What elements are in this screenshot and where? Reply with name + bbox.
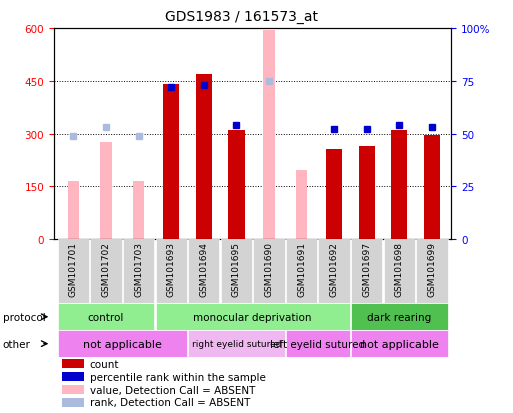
Bar: [228, 131, 245, 240]
Bar: [62, 359, 84, 368]
Bar: [263, 31, 274, 240]
Bar: [188, 240, 220, 304]
Text: not applicable: not applicable: [360, 339, 439, 349]
Bar: [296, 171, 307, 240]
Text: percentile rank within the sample: percentile rank within the sample: [90, 372, 266, 382]
Bar: [163, 85, 180, 240]
Text: GSM101690: GSM101690: [264, 242, 273, 297]
Text: GSM101701: GSM101701: [69, 242, 78, 297]
Bar: [123, 240, 154, 304]
Bar: [62, 372, 84, 381]
Bar: [351, 304, 447, 330]
Text: control: control: [88, 312, 124, 322]
Text: GSM101702: GSM101702: [102, 242, 110, 296]
Bar: [195, 75, 212, 240]
Bar: [253, 240, 285, 304]
Text: other: other: [3, 339, 30, 349]
Bar: [221, 240, 252, 304]
Text: value, Detection Call = ABSENT: value, Detection Call = ABSENT: [90, 385, 255, 394]
Bar: [133, 182, 144, 240]
Bar: [155, 304, 350, 330]
Bar: [58, 330, 187, 357]
Bar: [416, 240, 447, 304]
Text: count: count: [90, 359, 119, 369]
Text: GSM101693: GSM101693: [167, 242, 175, 297]
Bar: [326, 150, 342, 240]
Bar: [68, 182, 79, 240]
Text: dark rearing: dark rearing: [367, 312, 431, 322]
Text: monocular deprivation: monocular deprivation: [193, 312, 312, 322]
Text: protocol: protocol: [3, 312, 45, 322]
Bar: [286, 330, 350, 357]
Bar: [351, 240, 382, 304]
Bar: [62, 398, 84, 407]
Text: GDS1983 / 161573_at: GDS1983 / 161573_at: [165, 10, 318, 24]
Text: GSM101695: GSM101695: [232, 242, 241, 297]
Bar: [359, 147, 375, 240]
Bar: [155, 240, 187, 304]
Bar: [319, 240, 350, 304]
Text: GSM101697: GSM101697: [362, 242, 371, 297]
Bar: [351, 330, 447, 357]
Bar: [90, 240, 122, 304]
Bar: [384, 240, 415, 304]
Text: GSM101694: GSM101694: [199, 242, 208, 296]
Text: right eyelid sutured: right eyelid sutured: [192, 339, 281, 348]
Text: GSM101691: GSM101691: [297, 242, 306, 297]
Bar: [62, 385, 84, 394]
Bar: [188, 330, 285, 357]
Bar: [424, 136, 440, 240]
Bar: [58, 304, 154, 330]
Text: GSM101698: GSM101698: [395, 242, 404, 297]
Text: GSM101699: GSM101699: [427, 242, 437, 297]
Text: left eyelid sutured: left eyelid sutured: [270, 339, 365, 349]
Text: GSM101703: GSM101703: [134, 242, 143, 297]
Bar: [286, 240, 317, 304]
Bar: [391, 131, 407, 240]
Bar: [101, 143, 112, 240]
Text: not applicable: not applicable: [83, 339, 162, 349]
Text: rank, Detection Call = ABSENT: rank, Detection Call = ABSENT: [90, 397, 250, 407]
Text: GSM101692: GSM101692: [330, 242, 339, 296]
Bar: [58, 240, 89, 304]
